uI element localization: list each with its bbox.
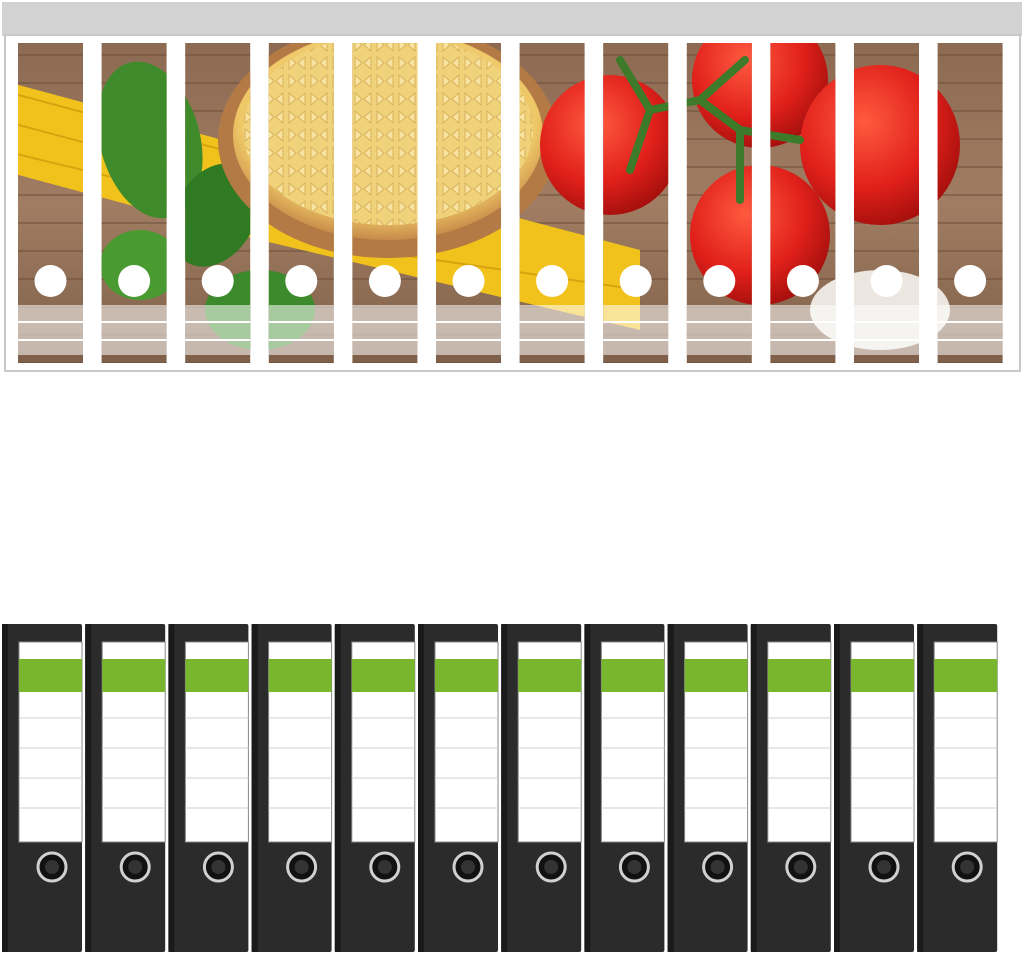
binder bbox=[85, 624, 166, 952]
binder-ring-inner bbox=[544, 860, 559, 874]
binder-label-band bbox=[518, 659, 582, 692]
binder-edge bbox=[584, 624, 591, 952]
binder-edge bbox=[334, 624, 341, 952]
strip-hole bbox=[34, 265, 67, 297]
label-sheet bbox=[4, 34, 1021, 372]
binder bbox=[168, 624, 249, 952]
strip-hole bbox=[285, 265, 318, 297]
binder-edge bbox=[85, 624, 92, 952]
strip-hole bbox=[786, 265, 819, 297]
strip-hole bbox=[118, 265, 151, 297]
strip-hole bbox=[536, 265, 569, 297]
binder-label-band bbox=[185, 659, 249, 692]
binder-ring-inner bbox=[294, 860, 309, 874]
binder-ring-inner bbox=[461, 860, 475, 874]
binder-edge bbox=[2, 624, 8, 952]
binder bbox=[917, 624, 998, 952]
binder-label-band bbox=[102, 659, 166, 692]
binder-label-band bbox=[435, 659, 498, 692]
binder bbox=[2, 624, 83, 952]
binder bbox=[501, 624, 582, 952]
binder-label-band bbox=[934, 659, 998, 692]
strip-hole bbox=[703, 265, 736, 297]
binder-ring-inner bbox=[45, 860, 59, 874]
binder bbox=[334, 624, 416, 952]
binder-label-band bbox=[19, 659, 82, 692]
strip-hole bbox=[619, 265, 652, 297]
strip-hole bbox=[368, 265, 401, 297]
binder-label-band bbox=[351, 659, 415, 692]
binder-label-band bbox=[851, 659, 914, 692]
binder-ring-inner bbox=[211, 860, 226, 874]
binder-ring-inner bbox=[793, 860, 808, 874]
binder-label-band bbox=[601, 659, 665, 692]
binder-edge bbox=[834, 624, 840, 952]
strip-hole bbox=[870, 265, 903, 297]
binder bbox=[584, 624, 665, 952]
strip-hole bbox=[452, 265, 485, 297]
binder-edge bbox=[168, 624, 175, 952]
binder bbox=[667, 624, 749, 952]
binder-edge bbox=[750, 624, 757, 952]
binder-label-band bbox=[767, 659, 831, 692]
binder-edge bbox=[501, 624, 508, 952]
binder-ring-inner bbox=[377, 860, 392, 874]
binder bbox=[834, 624, 915, 952]
binder bbox=[251, 624, 333, 952]
sheet-top-bar bbox=[2, 2, 1022, 36]
binder-edge bbox=[251, 624, 258, 952]
binder-label-band bbox=[684, 659, 748, 692]
binder-ring-inner bbox=[960, 860, 975, 874]
strip-hole bbox=[201, 265, 234, 297]
binder-ring-inner bbox=[128, 860, 143, 874]
binder-edge bbox=[917, 624, 924, 952]
binder-ring-inner bbox=[877, 860, 891, 874]
binder-edge bbox=[667, 624, 674, 952]
binder bbox=[750, 624, 832, 952]
binder bbox=[418, 624, 499, 952]
binder-label-band bbox=[268, 659, 332, 692]
strip-hole bbox=[954, 265, 987, 297]
binder-ring-inner bbox=[710, 860, 725, 874]
binder-ring-inner bbox=[627, 860, 642, 874]
binder-edge bbox=[418, 624, 424, 952]
